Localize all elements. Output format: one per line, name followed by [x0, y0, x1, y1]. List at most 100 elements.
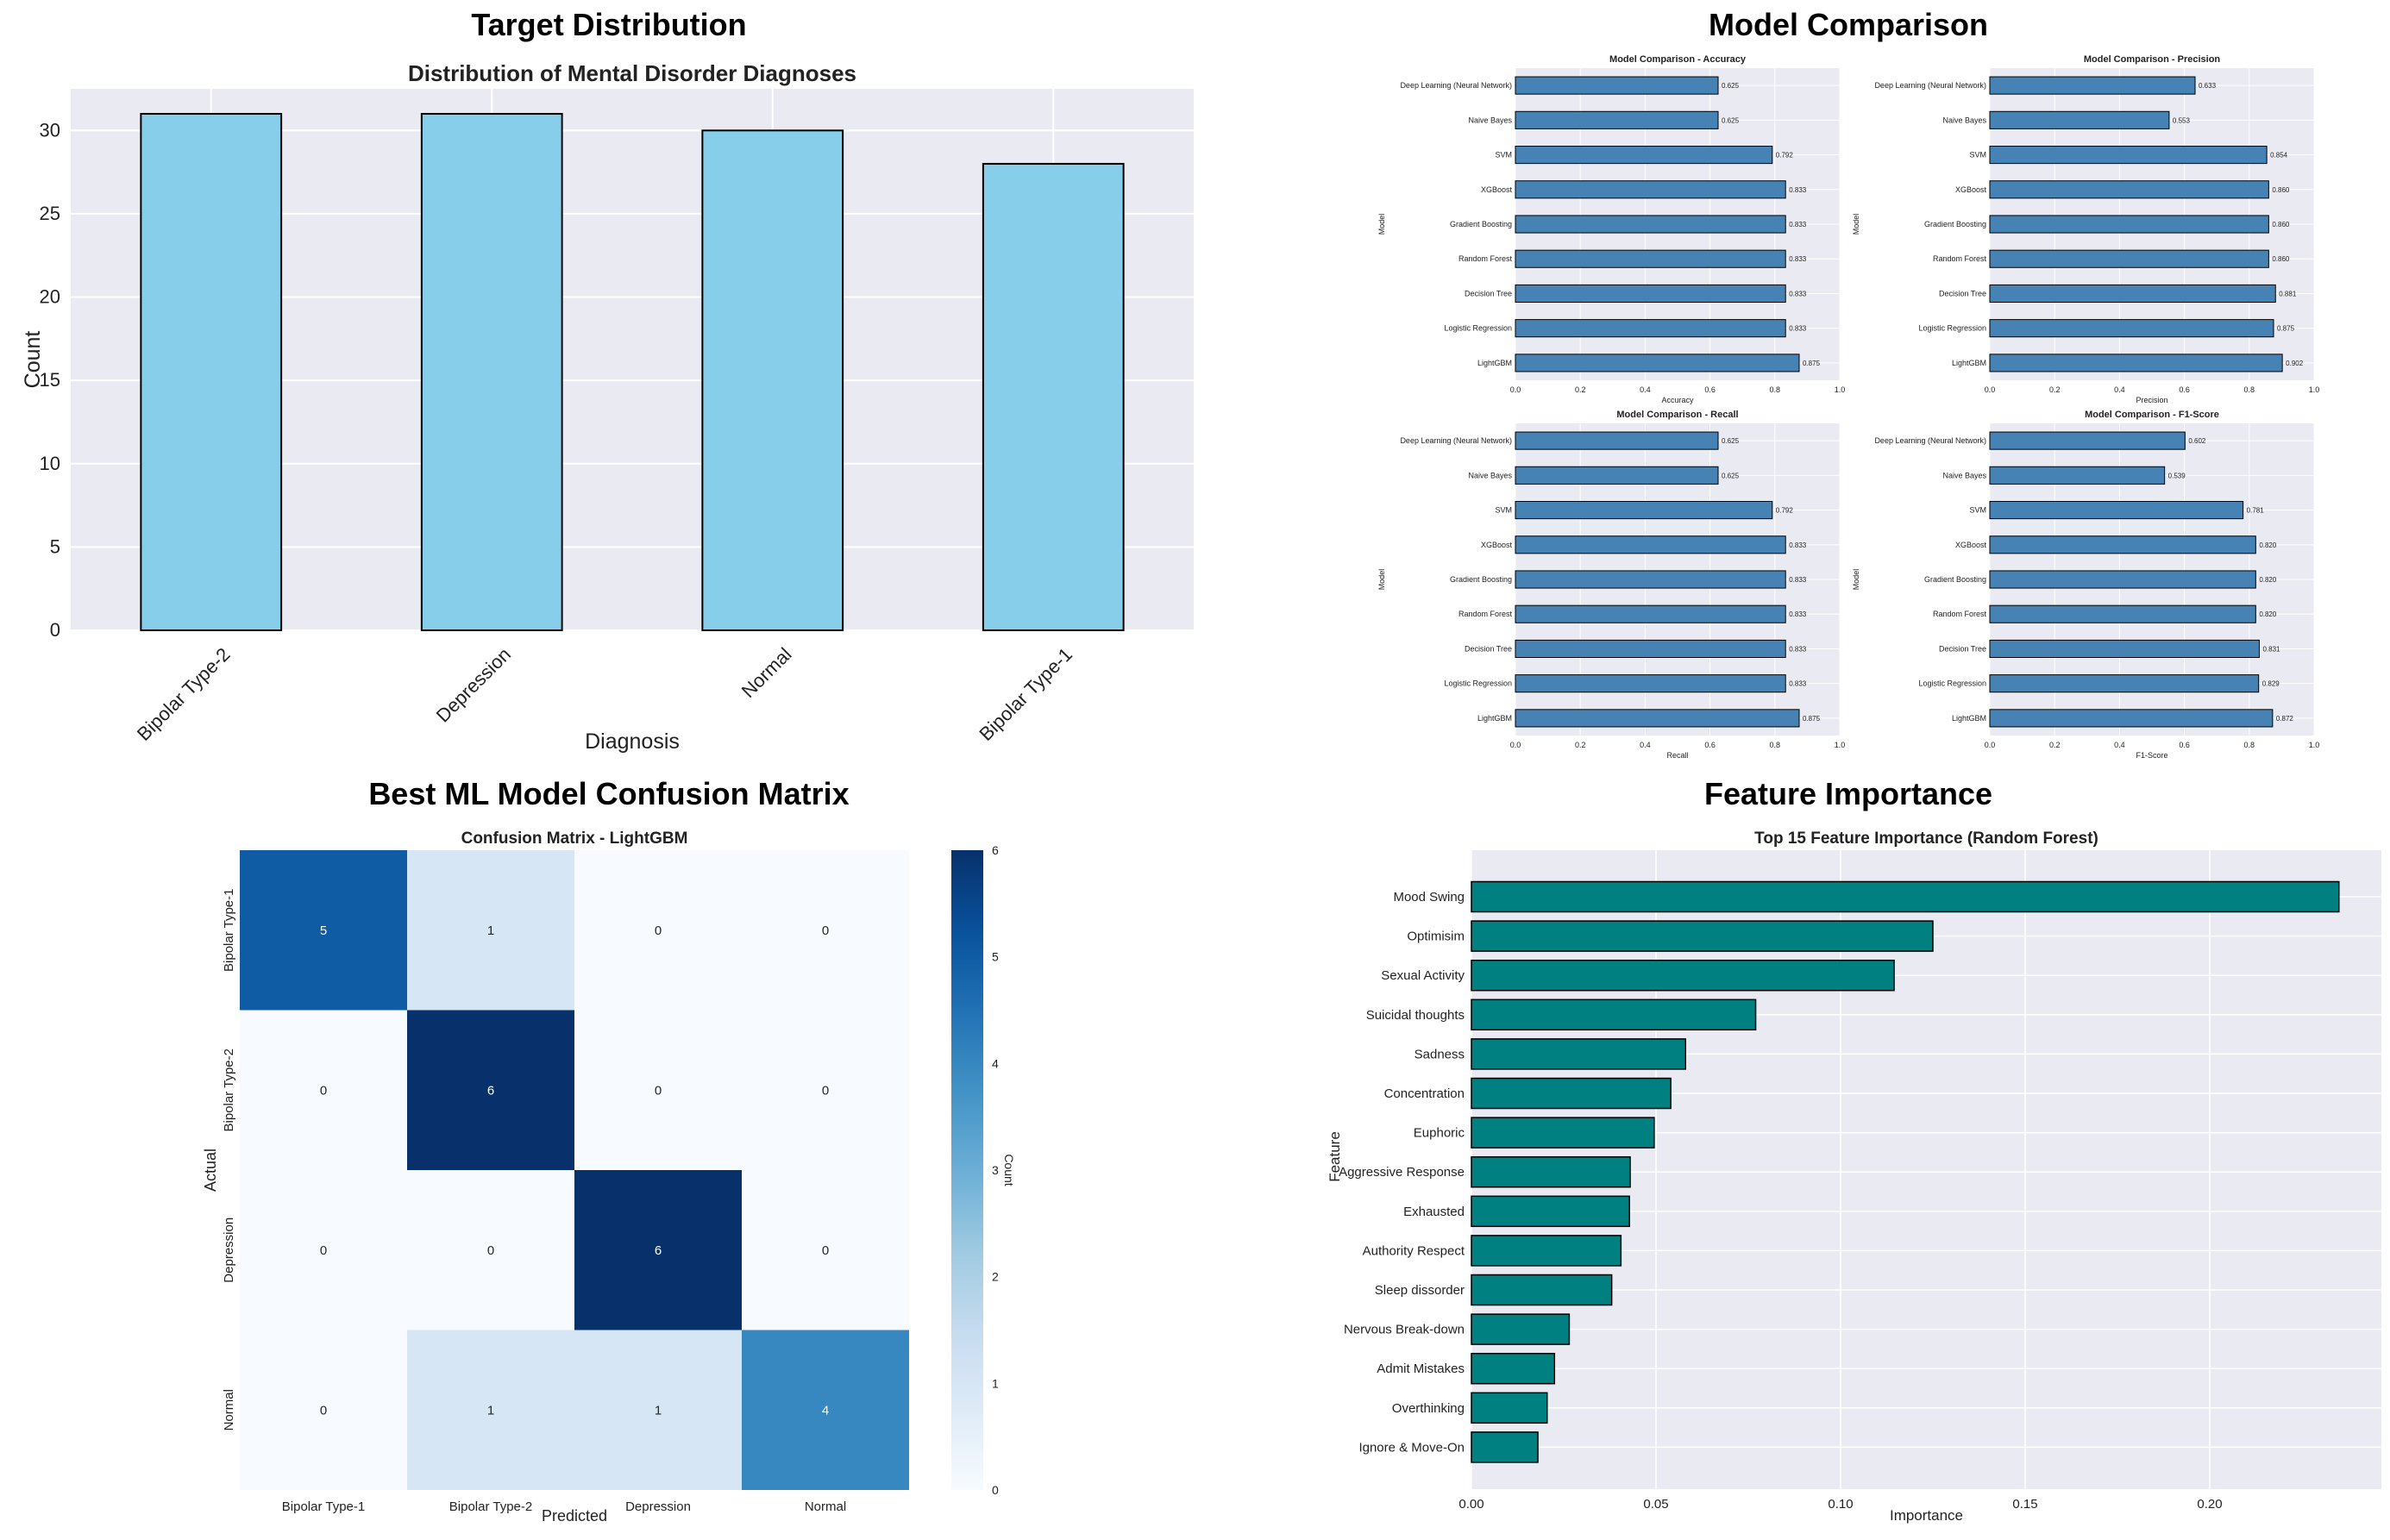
- bar: [1515, 570, 1786, 589]
- x-tick-label: 0.2: [1575, 741, 1586, 749]
- y-axis-label: Feature: [1327, 1131, 1343, 1182]
- colorbar-tick-label: 5: [992, 950, 999, 964]
- y-tick-label: Logistic Regression: [1918, 679, 1986, 688]
- bar: [1515, 354, 1800, 372]
- x-tick-label: 0.6: [2179, 741, 2190, 749]
- heatmap-cell: [407, 1010, 574, 1170]
- x-tick-label: 0.8: [1770, 385, 1781, 394]
- data-label: 0.833: [1789, 610, 1807, 618]
- y-tick-label: Mood Swing: [1393, 890, 1465, 905]
- y-tick-label: SVM: [1969, 506, 1986, 515]
- data-label: 0.833: [1789, 542, 1807, 549]
- y-tick-label: Normal: [222, 1389, 236, 1430]
- y-tick-label: Random Forest: [1933, 254, 1987, 263]
- y-tick-label: Ignore & Move-On: [1358, 1440, 1465, 1455]
- heatmap-cell: [742, 850, 909, 1011]
- y-tick-label: Gradient Boosting: [1450, 575, 1512, 584]
- bar: [1515, 146, 1773, 165]
- y-tick-label: SVM: [1969, 151, 1986, 160]
- bar: [1515, 501, 1773, 520]
- data-label: 0.833: [1789, 680, 1807, 688]
- subplot-accuracy: Model Comparison - Accuracy 0.0 0.2 0.4 0.6 0…: [1377, 54, 1845, 404]
- x-tick-label: 0.4: [2114, 385, 2125, 394]
- cell-value: 0: [320, 1243, 327, 1258]
- y-tick-label: Optimisim: [1407, 930, 1465, 944]
- y-tick-label: XGBoost: [1481, 185, 1513, 194]
- heatmap-cell: [240, 1010, 407, 1170]
- y-tick-label: Suicidal thoughts: [1366, 1008, 1465, 1023]
- y-tick-label: LightGBM: [1952, 714, 1986, 723]
- y-tick-label: Logistic Regression: [1918, 324, 1986, 333]
- data-label: 0.625: [1722, 437, 1740, 445]
- data-label: 0.875: [1803, 715, 1821, 723]
- heatmap-cell: [407, 850, 574, 1011]
- bar: [1471, 998, 1757, 1031]
- colorbar-tick-label: 4: [992, 1056, 999, 1070]
- y-tick-label: Logistic Regression: [1444, 324, 1512, 333]
- bar: [1515, 535, 1786, 554]
- data-label: 0.875: [1803, 360, 1821, 367]
- bar: [1989, 146, 2268, 165]
- cell-value: 1: [487, 1403, 494, 1418]
- bar: [1515, 604, 1786, 623]
- y-tick-label: 20: [40, 286, 60, 308]
- heatmap-cell: [742, 1170, 909, 1330]
- y-tick-label: Gradient Boosting: [1924, 220, 1986, 228]
- y-tick-label: 0: [50, 619, 60, 641]
- y-tick-label: Decision Tree: [1465, 644, 1512, 653]
- bar: [1471, 920, 1934, 952]
- bar: [1989, 570, 2256, 589]
- y-tick-label: Deep Learning (Neural Network): [1874, 436, 1986, 445]
- y-tick-label: LightGBM: [1952, 359, 1986, 367]
- y-tick-label: 25: [40, 203, 60, 224]
- bar: [1989, 354, 2283, 372]
- bar: [1471, 1077, 1672, 1110]
- y-tick-label: Naive Bayes: [1468, 471, 1512, 479]
- bar: [1515, 466, 1719, 485]
- bar: [1515, 110, 1719, 129]
- x-tick-label: Depression: [432, 643, 515, 726]
- bar: [1471, 1038, 1686, 1070]
- bar: [1515, 319, 1786, 338]
- data-label: 0.820: [2259, 576, 2277, 584]
- y-tick-label: Bipolar Type-1: [222, 889, 236, 972]
- x-tick-label: Bipolar Type-2: [133, 643, 235, 745]
- bar: [1989, 535, 2256, 554]
- feature-panel-title: Feature Importance: [1704, 776, 1992, 811]
- chart-title: Top 15 Feature Importance (Random Forest…: [1754, 829, 2098, 848]
- x-tick-label: Bipolar Type-1: [282, 1499, 365, 1514]
- data-label: 0.833: [1789, 325, 1807, 333]
- colorbar-tick-label: 0: [992, 1483, 999, 1497]
- x-tick-label: 0.4: [1640, 741, 1651, 749]
- y-tick-label: Decision Tree: [1939, 289, 1986, 297]
- y-tick-label: Random Forest: [1458, 610, 1513, 618]
- bar: [1471, 1195, 1630, 1228]
- bar: [1989, 249, 2269, 268]
- confusion-panel: Best ML Model Confusion Matrix Confusion…: [202, 776, 1016, 1524]
- y-tick-label: Gradient Boosting: [1450, 220, 1512, 228]
- cell-value: 5: [320, 923, 327, 938]
- y-tick-label: SVM: [1495, 151, 1512, 160]
- x-axis-label: Recall: [1666, 751, 1688, 760]
- cell-value: 0: [320, 1403, 327, 1418]
- y-tick-label: Naive Bayes: [1942, 471, 1986, 479]
- x-tick-label: 0.6: [1704, 741, 1716, 749]
- data-label: 0.833: [1789, 255, 1807, 263]
- confusion-panel-title: Best ML Model Confusion Matrix: [368, 776, 849, 811]
- data-label: 0.792: [1776, 507, 1794, 515]
- x-tick-label: 0.6: [2179, 385, 2190, 394]
- bar: [420, 112, 563, 631]
- heatmap-cell: [407, 1330, 574, 1490]
- x-tick-label: 1.0: [2309, 385, 2320, 394]
- x-tick-label: 0.8: [2244, 385, 2255, 394]
- bar: [1989, 180, 2269, 199]
- y-axis-label: Count: [21, 331, 45, 389]
- bar: [1989, 709, 2274, 728]
- y-tick-label: Logistic Regression: [1444, 679, 1512, 688]
- cell-value: 0: [655, 1083, 662, 1098]
- x-axis-label: Precision: [2136, 396, 2167, 404]
- y-tick-label: Naive Bayes: [1468, 116, 1512, 124]
- subplot-title: Model Comparison - F1-Score: [2085, 410, 2219, 420]
